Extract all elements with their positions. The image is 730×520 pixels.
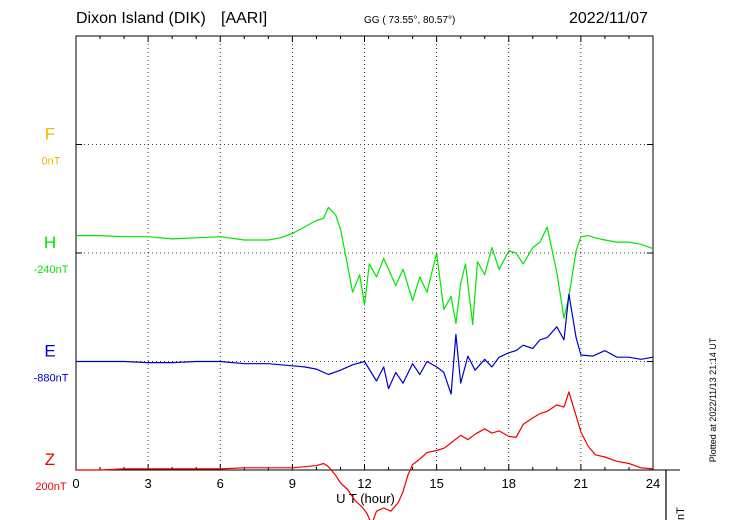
baseline-label-e: -880nT	[34, 373, 69, 385]
coordinates-label: GG ( 73.55°, 80.57°)	[364, 15, 456, 26]
x-tick-label: 21	[574, 476, 588, 491]
x-tick-label: 9	[289, 476, 296, 491]
series-line-h	[76, 206, 654, 326]
series-label-z: Z	[45, 450, 55, 469]
x-tick-label: 0	[72, 476, 79, 491]
x-axis-label: U T (hour)	[336, 491, 395, 506]
series-line-z	[76, 391, 654, 520]
x-tick-label: 12	[357, 476, 371, 491]
x-tick-label: 6	[217, 476, 224, 491]
series-label-h: H	[44, 233, 56, 252]
series-label-e: E	[44, 342, 55, 361]
baseline-label-f: 0nT	[42, 156, 61, 168]
x-tick-label: 24	[646, 476, 660, 491]
scale-bar-label: 500 nT	[675, 507, 687, 520]
plotted-timestamp: Plotted at 2022/11/13 21:14 UT	[708, 337, 718, 462]
station-title: Dixon Island (DIK)	[76, 10, 206, 27]
x-tick-label: 18	[502, 476, 516, 491]
date-label: 2022/11/07	[569, 10, 648, 27]
institute-label: [AARI]	[221, 10, 268, 27]
series-line-e	[76, 293, 654, 395]
series-label-f: F	[45, 125, 55, 144]
baseline-label-z: 200nT	[35, 481, 66, 493]
x-tick-label: 3	[145, 476, 152, 491]
x-tick-label: 15	[429, 476, 443, 491]
baseline-label-h: -240nT	[34, 264, 69, 276]
